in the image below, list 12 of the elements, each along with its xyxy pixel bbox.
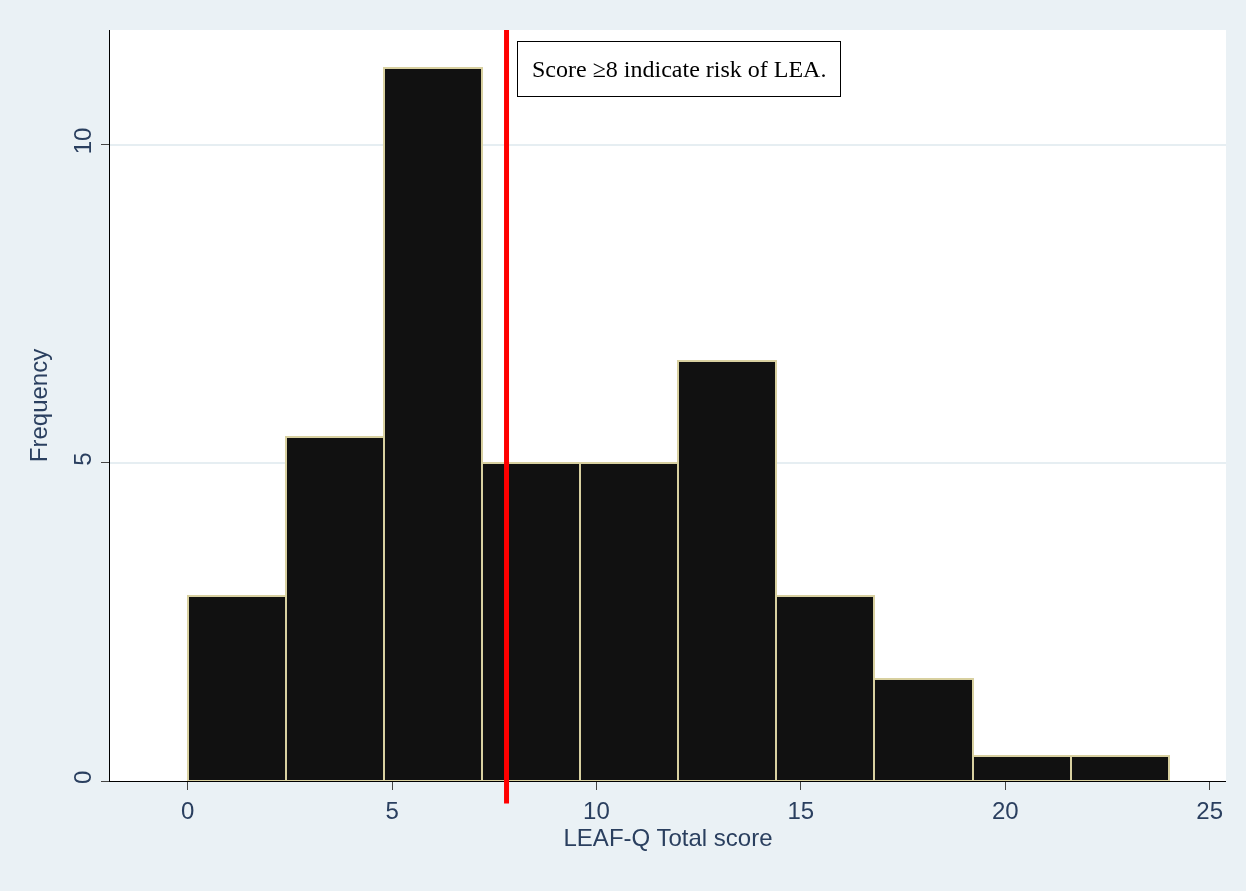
- y-tick-label: 10: [69, 127, 97, 155]
- x-tick-label: 25: [1196, 796, 1223, 824]
- x-tick-label: 10: [583, 796, 610, 824]
- x-axis-title: LEAF-Q Total score: [563, 823, 773, 851]
- x-tick-label: 0: [180, 796, 195, 824]
- x-tick-label: 15: [787, 796, 815, 824]
- y-tick-label: 0: [69, 770, 97, 785]
- y-tick-label: 5: [69, 452, 97, 466]
- y-axis-title: Frequency: [24, 348, 52, 463]
- x-tick-label: 5: [385, 796, 399, 824]
- annotation: Score ≥8 indicate risk of LEA.: [532, 56, 827, 82]
- x-tick-label: 20: [991, 796, 1019, 824]
